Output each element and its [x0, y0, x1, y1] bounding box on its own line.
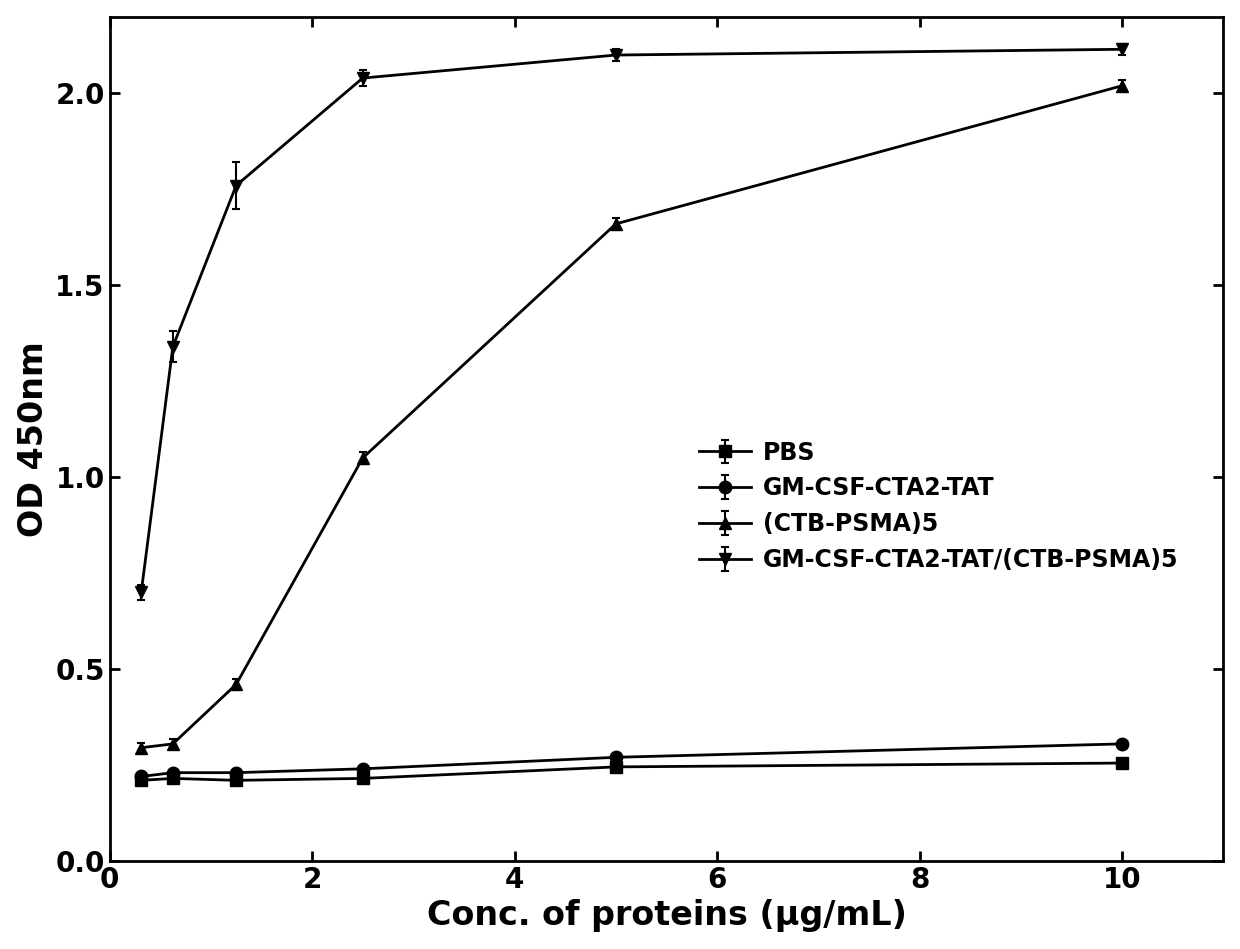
Legend: PBS, GM-CSF-CTA2-TAT, (CTB-PSMA)5, GM-CSF-CTA2-TAT/(CTB-PSMA)5: PBS, GM-CSF-CTA2-TAT, (CTB-PSMA)5, GM-CS… — [699, 440, 1178, 572]
X-axis label: Conc. of proteins (μg/mL): Conc. of proteins (μg/mL) — [427, 900, 906, 932]
Y-axis label: OD 450nm: OD 450nm — [16, 341, 50, 537]
